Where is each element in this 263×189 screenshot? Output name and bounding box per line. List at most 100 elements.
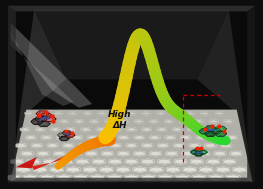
Polygon shape (200, 167, 213, 172)
Polygon shape (8, 6, 255, 11)
Polygon shape (150, 120, 158, 123)
Polygon shape (117, 167, 130, 172)
Polygon shape (109, 159, 121, 164)
Polygon shape (50, 167, 63, 172)
Polygon shape (199, 129, 211, 134)
Polygon shape (23, 175, 37, 180)
Polygon shape (47, 143, 58, 148)
Polygon shape (210, 120, 218, 123)
Polygon shape (126, 143, 137, 148)
Polygon shape (36, 128, 45, 131)
Polygon shape (77, 159, 89, 164)
Polygon shape (197, 9, 252, 181)
Polygon shape (40, 112, 47, 115)
Polygon shape (54, 112, 62, 115)
Polygon shape (194, 148, 203, 152)
Polygon shape (158, 128, 166, 131)
Polygon shape (88, 136, 98, 139)
Polygon shape (69, 112, 77, 115)
Polygon shape (210, 129, 222, 134)
Polygon shape (203, 128, 212, 131)
Polygon shape (224, 159, 236, 164)
Polygon shape (127, 128, 136, 131)
Polygon shape (34, 9, 229, 79)
Polygon shape (40, 175, 54, 180)
Polygon shape (198, 151, 209, 156)
Polygon shape (11, 30, 74, 106)
Polygon shape (58, 133, 67, 137)
Polygon shape (205, 143, 216, 148)
Polygon shape (72, 136, 82, 139)
Polygon shape (66, 128, 75, 131)
Polygon shape (60, 120, 68, 123)
Polygon shape (215, 131, 226, 136)
Polygon shape (43, 116, 56, 122)
Polygon shape (196, 136, 206, 139)
Polygon shape (93, 159, 105, 164)
Polygon shape (21, 128, 29, 131)
Polygon shape (209, 175, 223, 180)
Polygon shape (35, 116, 47, 122)
Polygon shape (188, 128, 197, 131)
Polygon shape (195, 120, 203, 123)
Polygon shape (159, 175, 172, 180)
Polygon shape (103, 136, 113, 139)
Polygon shape (16, 157, 37, 168)
Polygon shape (226, 175, 240, 180)
Polygon shape (135, 120, 143, 123)
Polygon shape (221, 143, 231, 148)
Polygon shape (216, 112, 223, 115)
Polygon shape (79, 143, 89, 148)
Polygon shape (175, 175, 189, 180)
Polygon shape (81, 128, 90, 131)
Polygon shape (27, 159, 39, 164)
Polygon shape (174, 159, 186, 164)
Polygon shape (142, 159, 154, 164)
Polygon shape (34, 167, 47, 172)
Polygon shape (98, 112, 106, 115)
Polygon shape (38, 121, 50, 126)
Polygon shape (190, 150, 199, 154)
Polygon shape (26, 136, 36, 139)
Polygon shape (113, 112, 121, 115)
Polygon shape (186, 112, 194, 115)
Polygon shape (141, 175, 155, 180)
Polygon shape (189, 143, 200, 148)
Polygon shape (105, 120, 113, 123)
Text: High
ΔH: High ΔH (108, 110, 132, 130)
Polygon shape (157, 112, 165, 115)
Polygon shape (97, 128, 105, 131)
Polygon shape (11, 159, 23, 164)
Polygon shape (75, 120, 83, 123)
Polygon shape (165, 120, 173, 123)
Polygon shape (133, 167, 146, 172)
Polygon shape (120, 120, 128, 123)
Polygon shape (11, 9, 66, 181)
Polygon shape (214, 151, 225, 156)
Polygon shape (191, 159, 203, 164)
Polygon shape (198, 150, 207, 154)
Polygon shape (86, 151, 97, 156)
Polygon shape (83, 167, 96, 172)
Polygon shape (32, 140, 105, 170)
Polygon shape (74, 175, 88, 180)
Polygon shape (8, 6, 16, 183)
Polygon shape (11, 4, 92, 108)
Polygon shape (32, 143, 42, 148)
Polygon shape (67, 167, 80, 172)
Polygon shape (65, 133, 75, 137)
Polygon shape (216, 167, 229, 172)
Polygon shape (6, 175, 20, 180)
Polygon shape (142, 112, 150, 115)
Polygon shape (227, 136, 237, 139)
Polygon shape (207, 159, 219, 164)
Polygon shape (84, 112, 91, 115)
Polygon shape (158, 159, 170, 164)
Polygon shape (11, 110, 252, 181)
Polygon shape (17, 167, 30, 172)
Polygon shape (59, 136, 69, 141)
Polygon shape (201, 112, 209, 115)
Polygon shape (21, 151, 33, 156)
Polygon shape (167, 167, 180, 172)
Polygon shape (150, 167, 163, 172)
